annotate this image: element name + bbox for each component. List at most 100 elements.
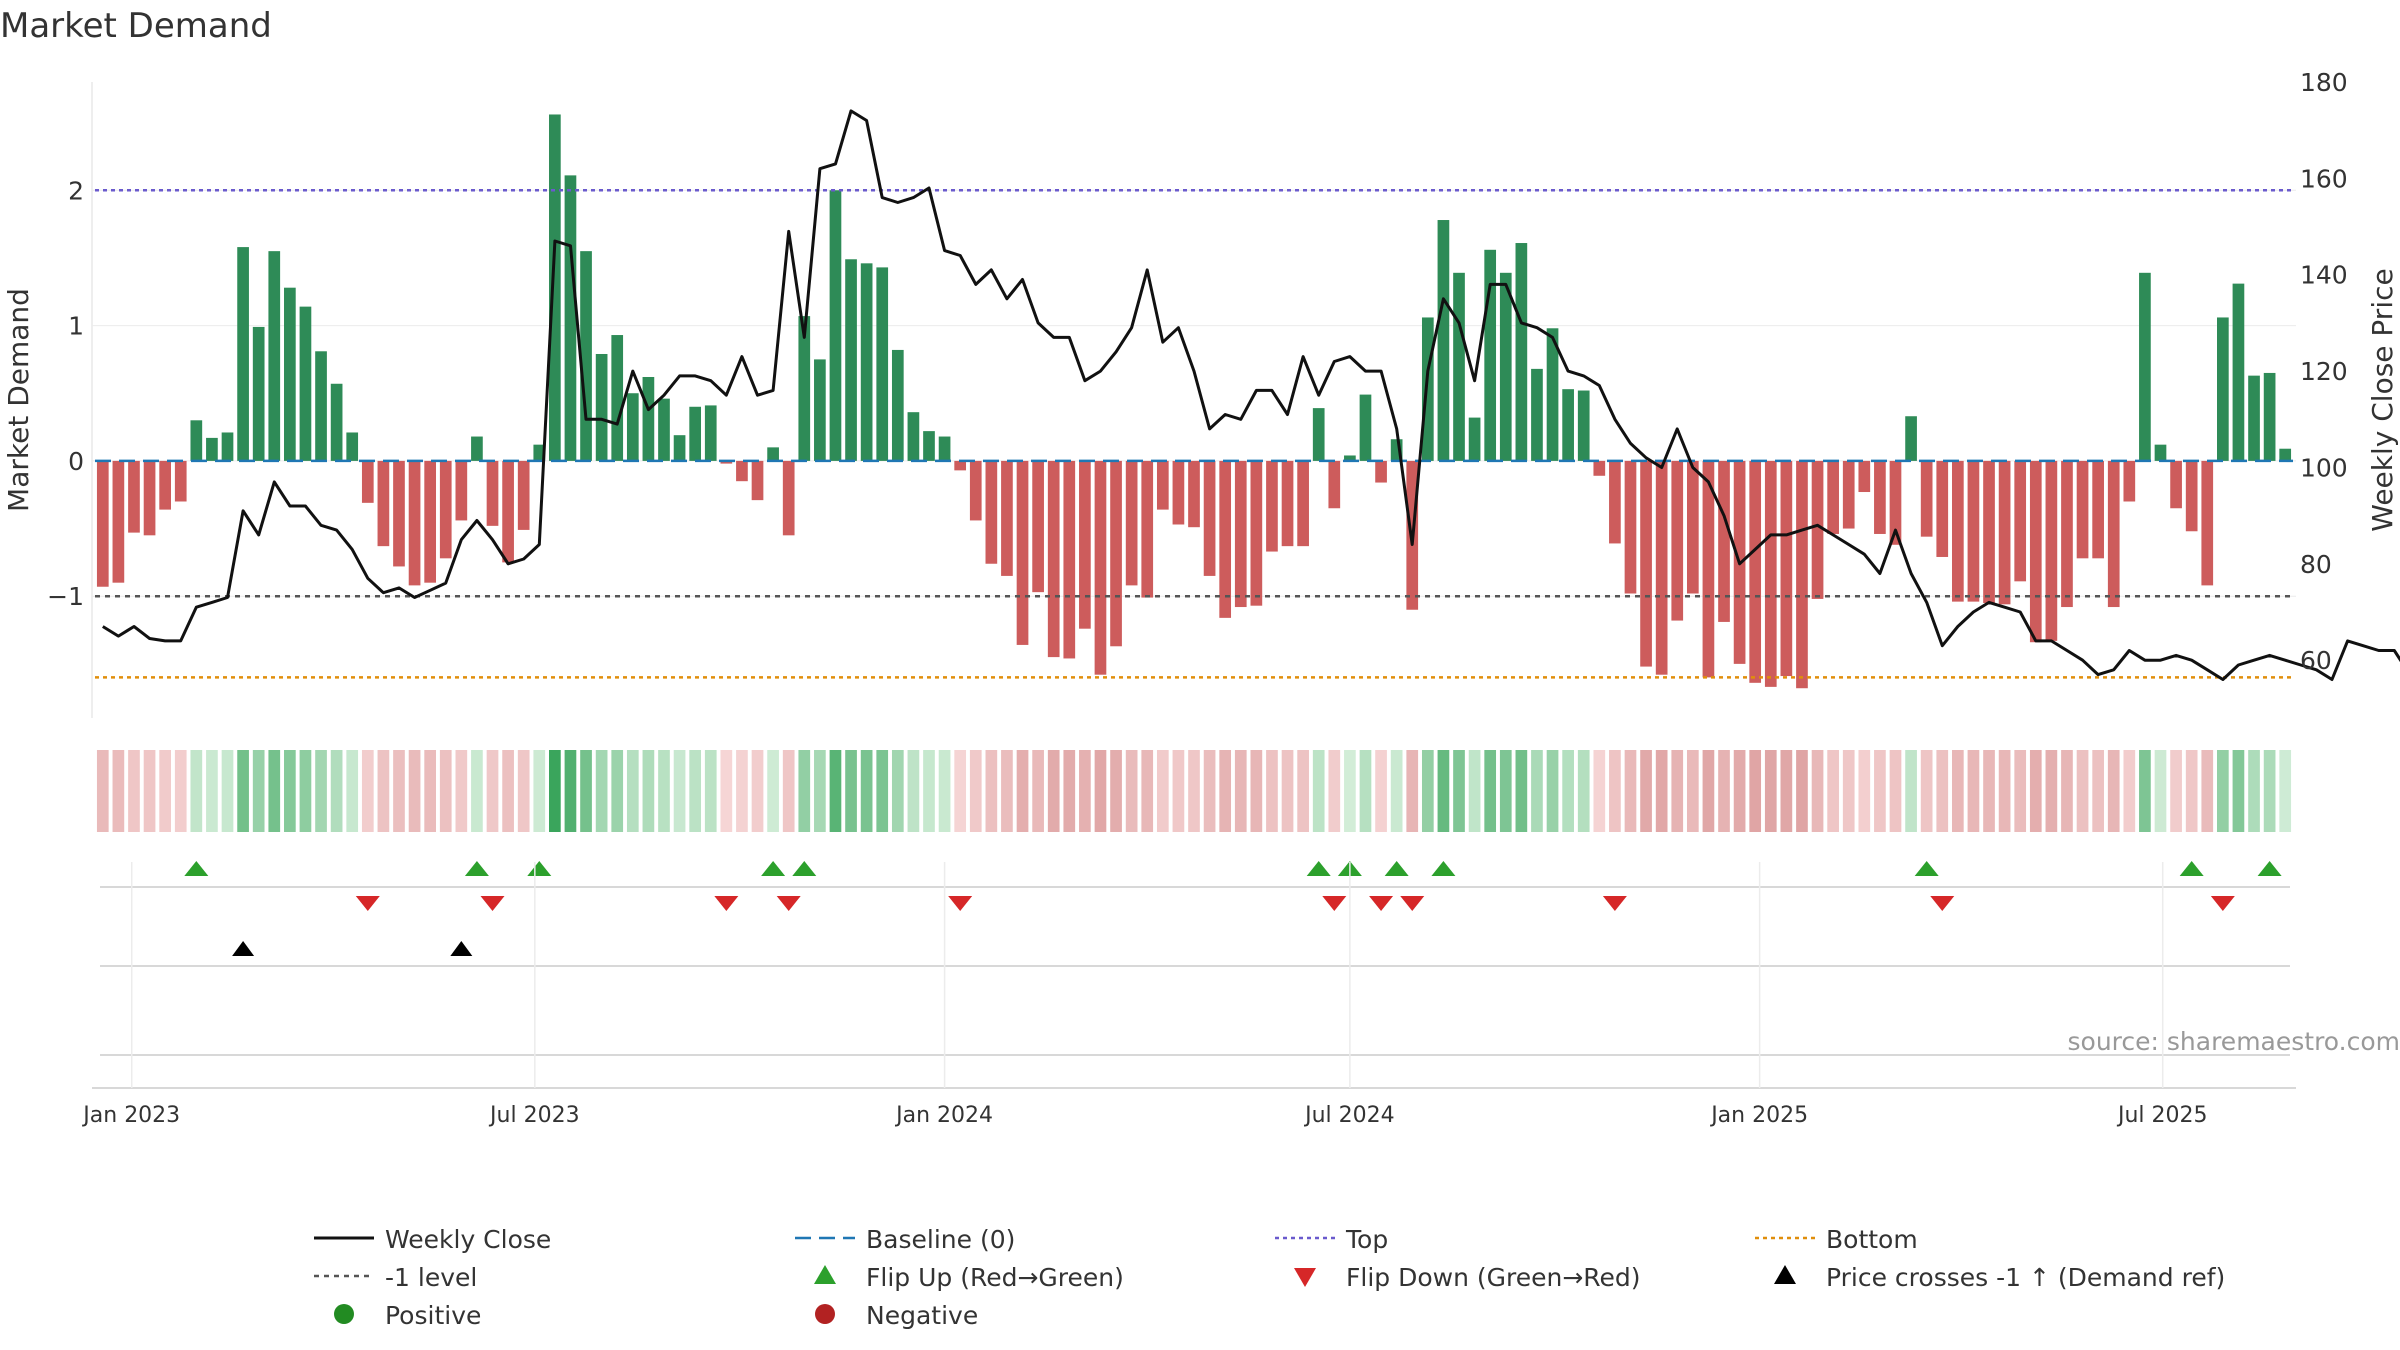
x-tick-label: Jan 2023	[81, 1103, 180, 1128]
demand-bar	[393, 460, 405, 567]
heat-cell	[1016, 750, 1029, 832]
flip-up-marker	[1384, 861, 1409, 876]
heat-cell	[1811, 750, 1824, 832]
demand-bar	[486, 460, 499, 526]
heat-cell	[1203, 750, 1216, 832]
heat-cell	[2248, 750, 2260, 832]
demand-bar	[1562, 389, 1574, 461]
demand-bar	[1967, 460, 1980, 602]
demand-bar	[2279, 448, 2292, 461]
flip-up-marker	[1306, 861, 1331, 876]
heat-cell	[1110, 750, 1122, 832]
demand-bar	[299, 306, 312, 461]
demand-bar	[502, 460, 514, 563]
heat-cell	[1967, 750, 1980, 832]
demand-bar	[1889, 460, 1902, 545]
heat-cell	[845, 750, 857, 832]
heat-cell	[486, 750, 499, 832]
demand-bar	[330, 383, 343, 461]
demand-bar	[346, 432, 359, 461]
empty-panel	[92, 1054, 2296, 1089]
legend-flip-down-label: Flip Down (Green→Red)	[1346, 1263, 1641, 1292]
demand-bar	[2263, 372, 2276, 461]
flip-up-marker	[2257, 861, 2282, 876]
demand-bar	[517, 460, 530, 530]
demand-bar	[2232, 283, 2245, 461]
heat-cell	[455, 750, 468, 832]
demand-bar	[2061, 460, 2073, 608]
heat-cell	[1702, 750, 1715, 832]
demand-bar	[580, 251, 592, 461]
heat-cell	[736, 750, 748, 832]
demand-bar	[174, 460, 187, 502]
demand-bar	[1234, 460, 1247, 608]
legend-flip-up-label: Flip Up (Red→Green)	[866, 1263, 1124, 1292]
demand-bar	[1079, 460, 1091, 629]
demand-bar	[1359, 394, 1372, 461]
demand-bar	[938, 436, 951, 461]
demand-bar	[923, 431, 935, 461]
heat-cell	[767, 750, 779, 832]
heat-cell	[720, 750, 733, 832]
heat-cell	[1655, 750, 1668, 832]
flip-down-marker	[480, 896, 505, 911]
demand-bar	[1328, 460, 1341, 509]
left-tick-label: −1	[47, 582, 84, 611]
heat-cell	[985, 750, 998, 832]
demand-bar	[1593, 460, 1606, 476]
heat-cell	[549, 750, 561, 832]
heat-cell	[689, 750, 702, 832]
heat-cell	[2263, 750, 2276, 832]
demand-bar	[1375, 460, 1387, 483]
heat-cell	[1344, 750, 1356, 832]
heat-cell	[954, 750, 967, 832]
heat-cell	[190, 750, 203, 832]
heat-cell	[1001, 750, 1013, 832]
demand-bar	[1421, 317, 1434, 461]
demand-bar	[1640, 460, 1652, 667]
demand-bar	[1780, 460, 1793, 677]
heat-cell	[299, 750, 312, 832]
legend-bottom-label: Bottom	[1826, 1225, 1918, 1254]
demand-bar	[2014, 460, 2027, 582]
heat-cell	[1375, 750, 1387, 832]
demand-bar	[1749, 460, 1762, 683]
heat-cell	[1437, 750, 1450, 832]
demand-bar	[112, 460, 125, 583]
demand-bar	[1796, 460, 1808, 689]
right-tick-label: 140	[2300, 261, 2348, 290]
heat-cell	[2185, 750, 2198, 832]
heat-cell	[2232, 750, 2245, 832]
demand-bar	[642, 376, 655, 461]
heat-cell	[128, 750, 140, 832]
legend-positive-swatch	[334, 1304, 354, 1324]
heat-cell	[1359, 750, 1372, 832]
heat-cell	[159, 750, 171, 832]
heat-cell	[252, 750, 265, 832]
demand-bar	[424, 460, 437, 583]
demand-bar	[611, 335, 624, 461]
demand-bar	[128, 460, 140, 533]
heat-cell	[969, 750, 982, 832]
legend-negative: Negative	[815, 1301, 978, 1330]
demand-bar	[782, 460, 795, 536]
heat-cell	[1312, 750, 1325, 832]
demand-bar	[2201, 460, 2214, 586]
demand-bar	[377, 460, 390, 547]
demand-bar	[1609, 460, 1621, 544]
demand-bar	[2092, 460, 2104, 559]
heat-cell	[408, 750, 421, 832]
heat-cell	[1796, 750, 1808, 832]
heat-cell	[471, 750, 483, 832]
flip-down-marker	[1400, 896, 1425, 911]
demand-bar	[814, 359, 826, 461]
legend-positive-label: Positive	[385, 1301, 481, 1330]
demand-bar	[268, 251, 281, 461]
demand-bar	[1032, 460, 1044, 593]
legend: Weekly Close -1 level Positive Baseline …	[314, 1225, 2225, 1330]
heat-cell	[1421, 750, 1434, 832]
demand-bars	[96, 114, 2292, 689]
demand-bar	[252, 326, 265, 461]
flip-down-marker	[1930, 896, 1955, 911]
heat-cell	[361, 750, 374, 832]
